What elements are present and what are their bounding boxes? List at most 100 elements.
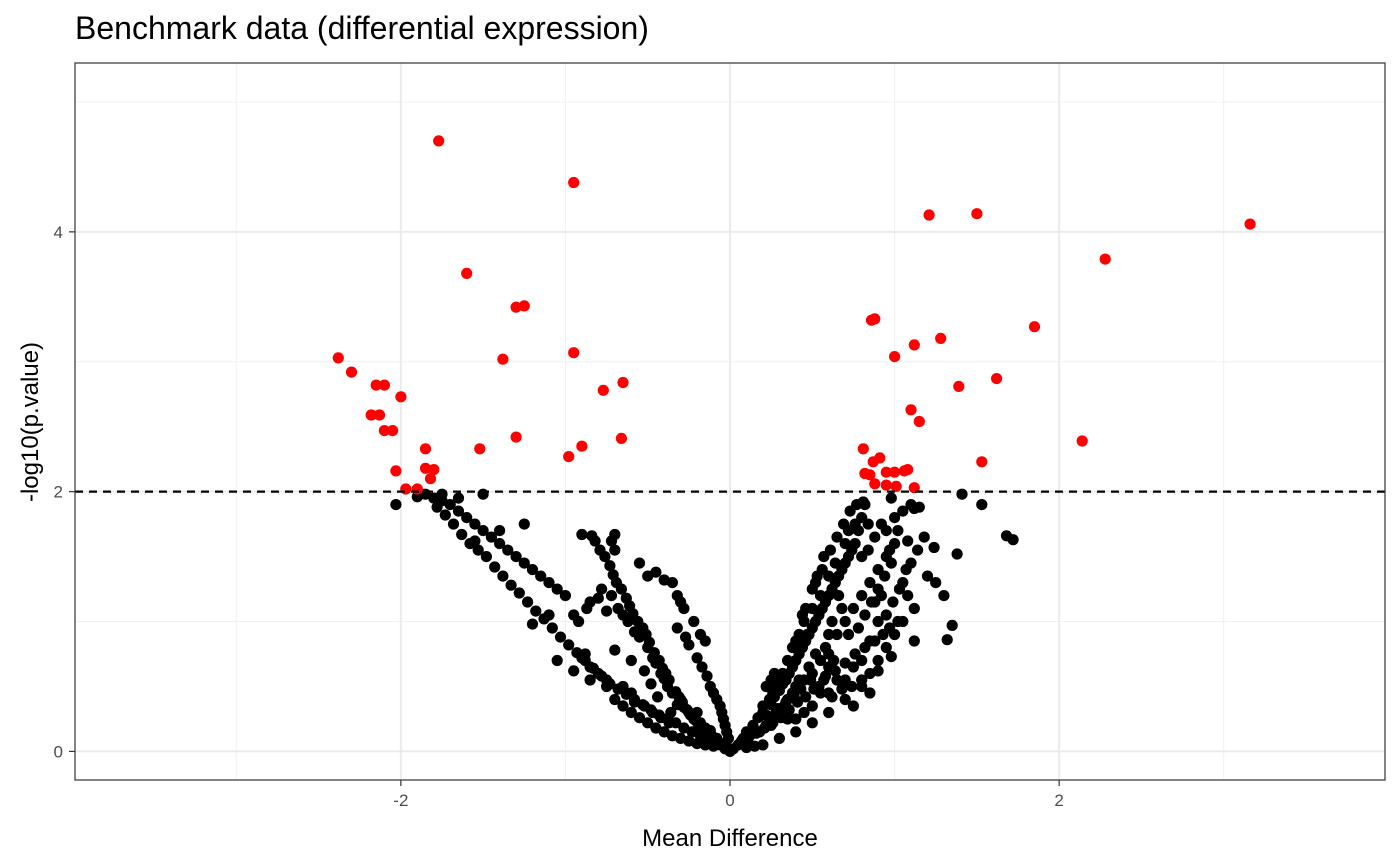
data-point xyxy=(647,706,659,719)
data-point xyxy=(535,570,547,582)
y-tick-label: 2 xyxy=(54,483,63,502)
data-point xyxy=(912,544,924,556)
data-point xyxy=(908,502,920,515)
data-point xyxy=(793,628,805,641)
data-point xyxy=(526,564,539,576)
significant-point xyxy=(419,462,432,474)
data-point xyxy=(823,570,835,582)
data-point xyxy=(390,499,402,511)
data-point xyxy=(928,541,940,554)
significant-point xyxy=(597,384,609,396)
grid-lines xyxy=(75,63,1385,780)
data-point xyxy=(849,538,861,550)
significant-point xyxy=(857,443,869,455)
data-point xyxy=(856,590,868,602)
significant-point xyxy=(615,432,628,444)
data-point xyxy=(921,570,934,582)
significant-point xyxy=(474,443,486,455)
data-point xyxy=(810,648,822,660)
significant-point xyxy=(864,469,876,481)
data-point xyxy=(808,683,820,695)
data-point xyxy=(554,631,567,643)
data-point xyxy=(648,647,660,659)
data-point xyxy=(951,548,963,560)
data-point xyxy=(938,590,950,602)
significant-point xyxy=(1076,435,1088,447)
data-point xyxy=(480,551,492,563)
data-point xyxy=(831,674,843,686)
data-point xyxy=(865,596,878,608)
data-point xyxy=(638,665,651,677)
data-point xyxy=(543,609,555,621)
data-point xyxy=(650,722,662,734)
data-point xyxy=(497,570,509,582)
data-point xyxy=(461,511,473,524)
significant-point xyxy=(976,456,988,468)
data-point xyxy=(411,491,423,503)
data-point xyxy=(699,739,711,751)
axis-ticks: -2 0 2 0 2 4 xyxy=(54,223,1064,810)
data-point xyxy=(885,651,897,663)
data-point xyxy=(897,505,909,517)
data-point xyxy=(625,706,637,719)
data-point xyxy=(823,628,835,641)
data-point xyxy=(650,566,662,578)
data-point xyxy=(833,590,845,602)
data-point xyxy=(941,634,953,646)
data-point xyxy=(946,619,958,632)
significant-point xyxy=(869,313,881,325)
data-point xyxy=(877,628,889,641)
data-point xyxy=(447,518,460,530)
data-point xyxy=(831,628,843,641)
data-point xyxy=(842,628,855,641)
significant-point xyxy=(510,431,522,443)
data-point xyxy=(452,492,465,504)
data-point xyxy=(620,592,632,604)
data-point xyxy=(522,596,534,608)
data-point xyxy=(828,654,840,667)
data-point xyxy=(856,551,868,563)
data-point xyxy=(818,674,830,686)
data-point xyxy=(814,590,827,602)
data-point xyxy=(884,544,896,556)
data-point xyxy=(604,560,616,572)
significant-point xyxy=(424,473,437,485)
data-point xyxy=(494,525,506,537)
chart-title: Benchmark data (differential expression) xyxy=(75,10,649,46)
data-point xyxy=(601,605,613,617)
data-point xyxy=(581,602,593,615)
data-point xyxy=(625,687,637,699)
significant-point xyxy=(518,300,530,312)
significant-point xyxy=(387,425,399,437)
data-point xyxy=(749,740,761,752)
data-point xyxy=(568,609,580,621)
significant-point xyxy=(991,373,1003,385)
data-point xyxy=(902,535,914,547)
data-point xyxy=(605,535,618,547)
significant-point xyxy=(880,479,892,491)
data-point xyxy=(652,691,664,703)
data-point xyxy=(666,577,679,589)
significant-point xyxy=(923,209,935,221)
data-point xyxy=(839,538,851,550)
data-point xyxy=(526,618,539,630)
data-point xyxy=(472,544,484,556)
data-point xyxy=(905,557,917,569)
significant-point xyxy=(378,379,390,391)
data-point xyxy=(505,579,517,591)
data-point xyxy=(596,583,608,595)
data-point xyxy=(869,531,881,543)
data-point xyxy=(872,615,884,628)
data-point xyxy=(612,602,624,615)
data-point xyxy=(849,648,861,660)
data-point xyxy=(880,641,892,654)
data-point xyxy=(838,518,850,530)
data-point xyxy=(823,706,835,719)
data-point xyxy=(485,531,497,543)
significant-point xyxy=(905,404,917,416)
significant-point xyxy=(869,478,881,490)
data-point xyxy=(1007,534,1019,546)
data-point xyxy=(777,667,789,680)
data-point xyxy=(594,544,606,556)
data-point xyxy=(530,605,542,617)
